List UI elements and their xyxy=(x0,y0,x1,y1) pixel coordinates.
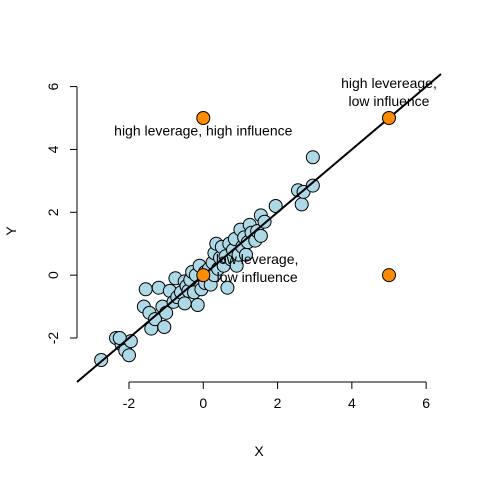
highlight-points xyxy=(196,111,396,283)
annotations: high leverage, high influence high levere… xyxy=(114,75,437,285)
data-point xyxy=(294,197,309,212)
regression-line-layer xyxy=(76,73,442,383)
axes: -2 0 2 4 6 -2 0 2 4 6 xyxy=(45,82,430,411)
data-point xyxy=(253,228,268,243)
y-tick-label: -2 xyxy=(45,332,61,345)
data-point xyxy=(138,282,153,297)
data-point xyxy=(220,280,235,295)
highlight-point xyxy=(196,111,211,125)
annotation-line: high levereage, xyxy=(341,75,437,91)
x-tick-label: -2 xyxy=(123,395,136,411)
highlight-point xyxy=(196,268,211,283)
y-tick-label: 4 xyxy=(45,145,61,153)
data-point xyxy=(268,199,283,213)
data-point xyxy=(305,178,320,193)
highlight-point xyxy=(382,111,396,125)
data-point xyxy=(148,312,162,327)
y-tick-label: 0 xyxy=(45,271,61,279)
x-tick-label: 0 xyxy=(199,395,207,411)
y-tick-label: 2 xyxy=(45,208,61,216)
annotation-line: low influence xyxy=(349,93,430,109)
x-axis-title: X xyxy=(254,443,264,459)
x-tick-label: 6 xyxy=(422,395,430,411)
data-point xyxy=(159,305,174,320)
data-point xyxy=(305,150,320,165)
annotation-label: low leverage, low influence xyxy=(216,251,299,285)
annotation-line: low leverage, xyxy=(216,251,299,267)
x-tick-label: 4 xyxy=(348,395,356,411)
annotation-line: low influence xyxy=(217,269,298,285)
data-point xyxy=(122,348,136,363)
data-point xyxy=(112,331,127,345)
data-point xyxy=(190,298,205,312)
regression-line xyxy=(76,73,442,383)
x-tick-label: 2 xyxy=(274,395,282,411)
y-tick-label: 6 xyxy=(45,82,61,90)
annotation-line: high leverage, high influence xyxy=(114,122,292,138)
data-point xyxy=(157,320,172,334)
annotation-label: high leverage, high influence xyxy=(114,122,292,138)
highlight-point xyxy=(382,268,396,283)
y-axis-title: Y xyxy=(3,226,19,236)
data-point xyxy=(177,296,192,311)
annotation-label: high levereage, low influence xyxy=(341,75,437,109)
